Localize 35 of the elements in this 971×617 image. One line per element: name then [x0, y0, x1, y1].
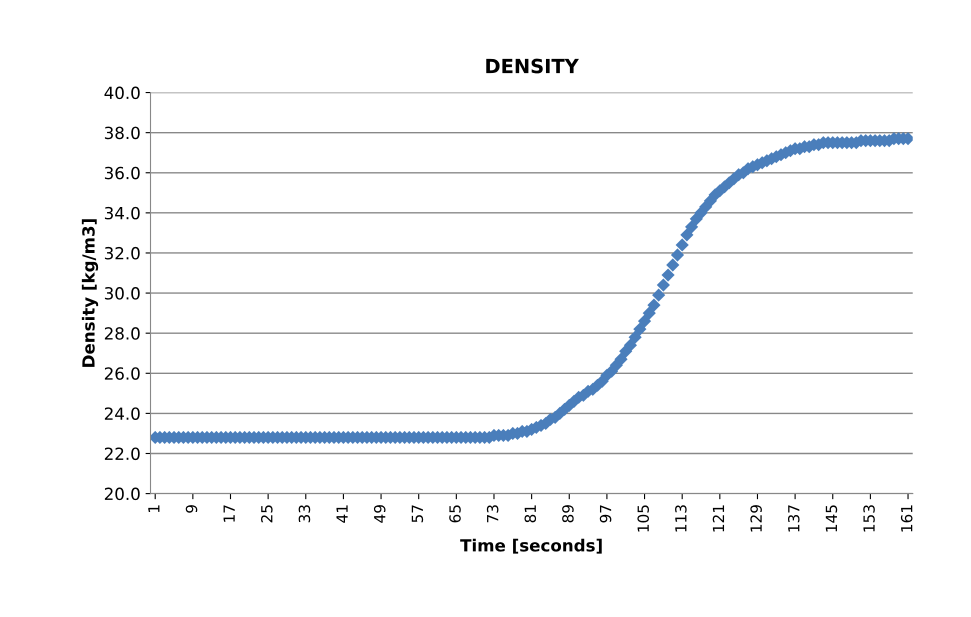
x-tick-label: 17	[224, 505, 235, 522]
x-tick-label: 33	[298, 505, 310, 522]
y-axis-title: Density [kg/m3]	[82, 219, 98, 367]
y-tick-label: 28.0	[104, 327, 140, 340]
x-tick-label: 65	[449, 505, 461, 522]
y-tick-label: 40.0	[104, 86, 140, 100]
x-tick-label: 49	[374, 505, 386, 523]
y-tick-label: 24.0	[104, 407, 140, 420]
x-tick-label: 153	[863, 505, 875, 532]
x-tick-label: 89	[562, 505, 574, 522]
x-tick-label: 105	[637, 505, 649, 532]
x-axis-title: Time [seconds]	[460, 538, 602, 554]
x-tick-label: 137	[788, 505, 800, 532]
y-tick-label: 32.0	[104, 246, 140, 260]
y-tick-label: 26.0	[104, 367, 140, 380]
y-tick-label: 20.0	[104, 488, 140, 500]
x-tick-label: 73	[486, 505, 498, 522]
x-tick-label: 145	[826, 505, 838, 532]
x-tick-label: 113	[675, 505, 687, 532]
x-tick-label: 97	[600, 505, 612, 522]
x-tick-label: 41	[336, 505, 348, 523]
x-tick-label: 81	[524, 505, 536, 522]
x-tick-label: 129	[750, 505, 762, 532]
x-tick-label: 121	[712, 505, 724, 532]
chart-title: DENSITY	[486, 58, 579, 74]
x-tick-label: 25	[261, 505, 273, 522]
y-tick-label: 38.0	[104, 126, 140, 140]
x-tick-label: 161	[900, 505, 912, 532]
x-tick-label: 9	[186, 505, 198, 513]
y-tick-label: 22.0	[104, 447, 140, 460]
y-tick-label: 34.0	[104, 206, 140, 220]
x-tick-label: 1	[148, 505, 160, 512]
y-tick-label: 30.0	[104, 287, 140, 300]
y-tick-label: 36.0	[104, 166, 140, 180]
x-tick-label: 57	[412, 505, 424, 522]
